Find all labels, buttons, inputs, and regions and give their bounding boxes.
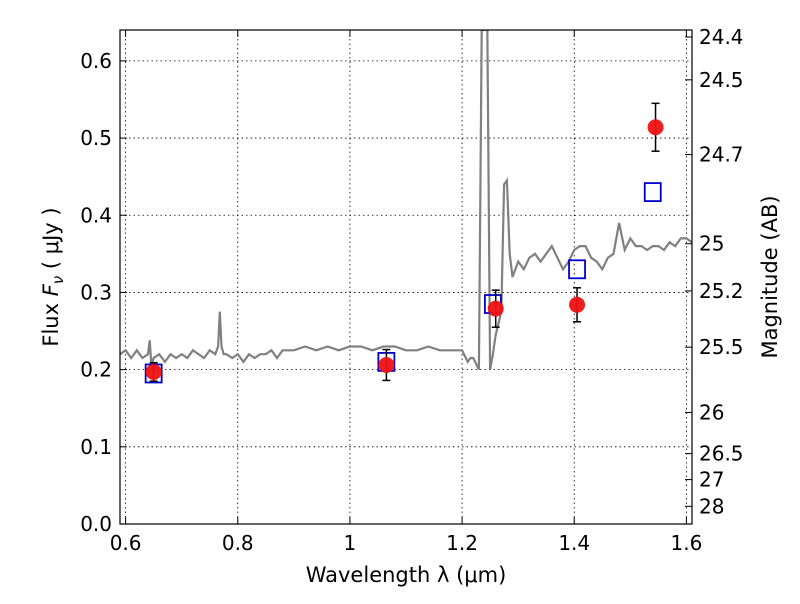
x-axis-label: Wavelength λ (μm) xyxy=(306,563,507,587)
y-tick-label: 0.3 xyxy=(80,280,112,304)
y-tick-label: 0.4 xyxy=(80,203,112,227)
y-tick-label: 0.0 xyxy=(80,512,112,536)
observed-flux-point xyxy=(145,363,162,380)
mag-tick-label: 27 xyxy=(699,468,724,492)
y-axis-label: Flux Fν ( μJy ) xyxy=(39,207,67,346)
model-square-point xyxy=(568,259,586,280)
mag-tick-label: 24.4 xyxy=(699,25,744,49)
mag-tick-label: 26 xyxy=(699,400,724,424)
mag-tick-label: 28 xyxy=(699,494,724,518)
observed-flux-point xyxy=(647,119,664,136)
tick-layer: 0.6 0.8 1 1.2 1.4 1.6 0.0 0.1 0.2 0.3 0.4 0.5 0.6 24.… xyxy=(80,25,743,555)
y-tick-label: 0.5 xyxy=(80,126,112,150)
x-tick-label: 1.2 xyxy=(446,531,478,555)
spectrum-line xyxy=(120,30,692,371)
x-tick-label: 0.6 xyxy=(110,531,142,555)
plot-layer xyxy=(120,30,692,384)
x-tick-label: 1.4 xyxy=(558,531,590,555)
observed-flux-point xyxy=(569,296,586,313)
mag-tick-label: 24.7 xyxy=(699,143,744,167)
mag-tick-label: 25 xyxy=(699,232,724,256)
mag-tick-label: 24.5 xyxy=(699,68,744,92)
plot-frame xyxy=(119,29,693,525)
mag-tick-label: 25.5 xyxy=(699,335,744,359)
model-square-point xyxy=(643,182,662,202)
mag-tick-label: 25.2 xyxy=(699,279,744,303)
y-tick-label: 0.6 xyxy=(80,49,112,73)
observed-flux-point xyxy=(487,300,504,317)
y-right-axis-label: Magnitude (AB) xyxy=(758,195,782,358)
y-tick-label: 0.1 xyxy=(80,435,112,459)
mag-tick-label: 26.5 xyxy=(699,442,744,466)
observed-flux-point xyxy=(378,356,395,373)
x-tick-label: 0.8 xyxy=(222,531,254,555)
grid-layer xyxy=(120,30,692,525)
x-tick-label: 1.6 xyxy=(670,531,702,555)
y-tick-label: 0.2 xyxy=(80,358,112,382)
x-tick-label: 1 xyxy=(344,531,357,555)
